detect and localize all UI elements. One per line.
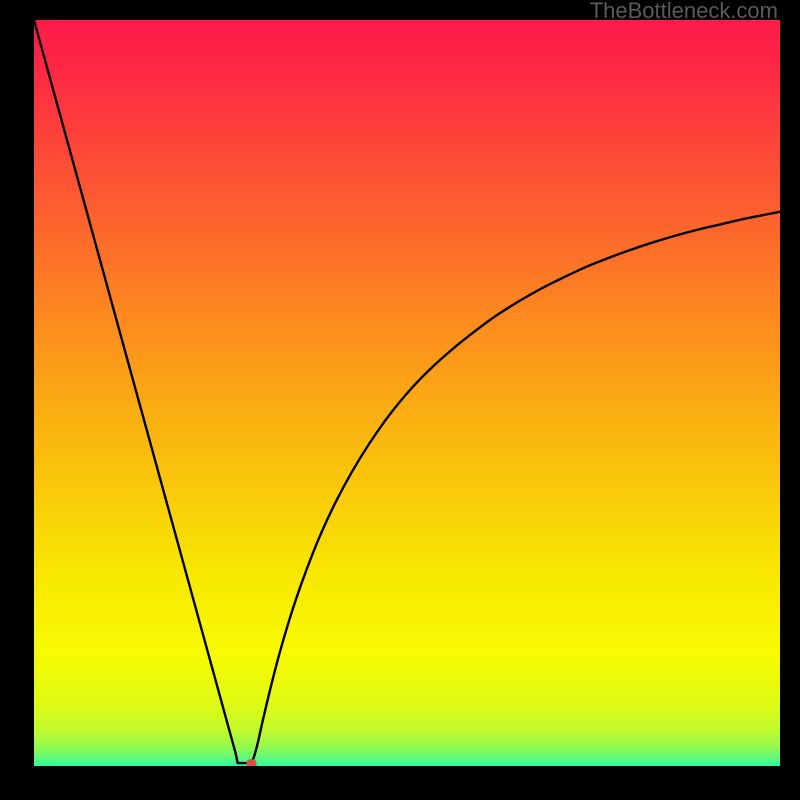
chart-frame: TheBottleneck.com: [0, 0, 800, 800]
plot-area: [34, 20, 780, 766]
min-marker-dot: [246, 759, 256, 766]
watermark-text: TheBottleneck.com: [590, 0, 778, 24]
plot-svg: [34, 20, 780, 766]
bottleneck-curve: [34, 20, 780, 763]
